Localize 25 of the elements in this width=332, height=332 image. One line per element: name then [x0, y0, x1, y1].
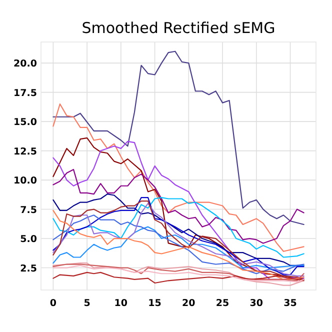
y-tick-label: 5.0: [20, 234, 38, 246]
y-tick-label: 15.0: [14, 117, 38, 128]
y-tick-label: 20.0: [14, 58, 38, 70]
y-tick-label: 12.5: [14, 146, 37, 158]
chart-title: Smoothed Rectified sEMG: [82, 19, 276, 37]
x-tick-label: 25: [216, 298, 230, 309]
x-tick-label: 30: [250, 298, 264, 309]
line-series: [52, 197, 304, 258]
y-tick-label: 7.5: [20, 204, 37, 216]
y-tick-label: 10.0: [14, 176, 38, 187]
line-series: [52, 214, 304, 274]
line-series: [52, 226, 304, 268]
x-tick-label: 10: [114, 298, 128, 309]
x-tick-label: 5: [84, 298, 90, 309]
line-series: [52, 262, 304, 286]
y-tick-label: 2.5: [20, 263, 37, 274]
x-tick-label: 15: [148, 298, 162, 309]
x-tick-label: 0: [50, 298, 57, 309]
x-tick-label: 20: [182, 298, 196, 309]
y-tick-label: 17.5: [14, 88, 37, 99]
line-series: [52, 50, 304, 226]
x-tick-label: 35: [284, 298, 297, 309]
line-series: [52, 168, 304, 244]
line-series: [52, 103, 304, 252]
line-series: [52, 272, 304, 284]
